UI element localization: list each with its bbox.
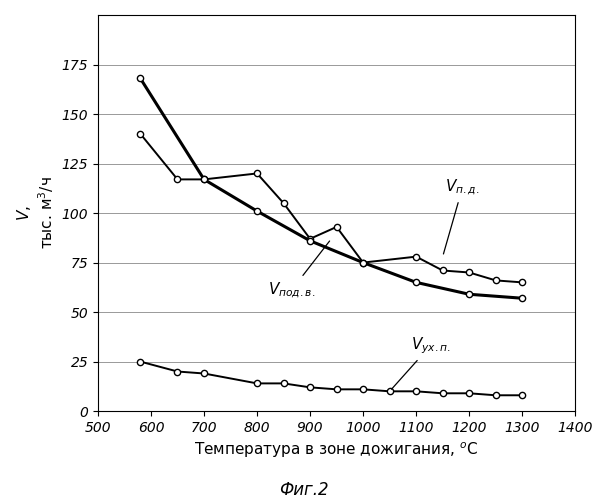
X-axis label: Температура в зоне дожигания, $^o$C: Температура в зоне дожигания, $^o$C bbox=[195, 440, 479, 460]
Y-axis label: $V,$
тыс. м$^3$/ч: $V,$ тыс. м$^3$/ч bbox=[15, 176, 56, 250]
Text: $V_{ух.п.}$: $V_{ух.п.}$ bbox=[392, 335, 451, 389]
Text: Фиг.2: Фиг.2 bbox=[279, 481, 329, 499]
Text: $V_{п.д.}$: $V_{п.д.}$ bbox=[443, 177, 480, 254]
Text: $V_{под.в.}$: $V_{под.в.}$ bbox=[268, 241, 330, 300]
